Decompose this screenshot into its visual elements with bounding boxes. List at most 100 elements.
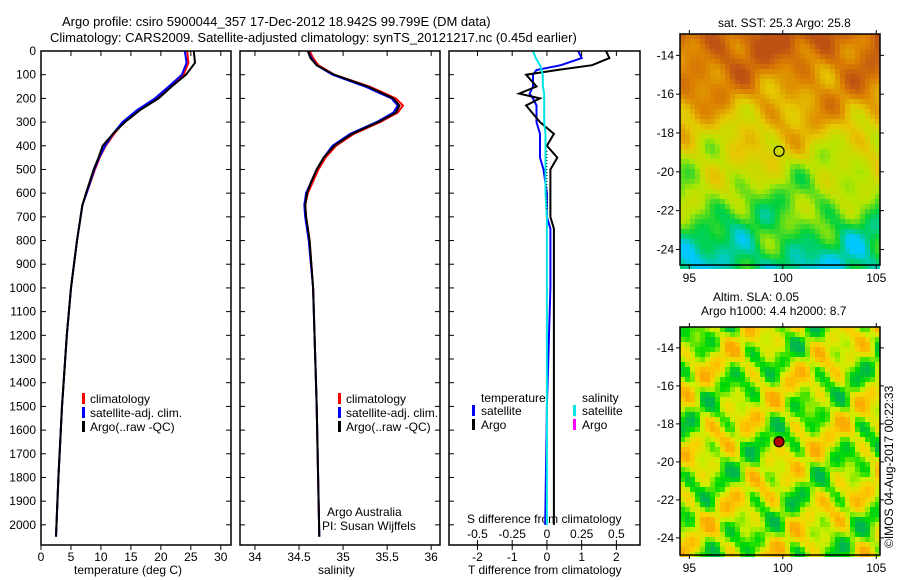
heatmap-cell — [820, 462, 825, 467]
heatmap-cell — [830, 104, 835, 109]
heatmap-cell — [765, 362, 770, 367]
heatmap-cell — [775, 209, 780, 214]
heatmap-cell — [875, 467, 880, 472]
heatmap-cell — [695, 244, 700, 249]
heatmap-cell — [760, 497, 765, 502]
heatmap-cell — [745, 342, 750, 347]
heatmap-cell — [810, 542, 815, 547]
heatmap-cell — [790, 179, 795, 184]
heatmap-cell — [815, 194, 820, 199]
heatmap-cell — [790, 542, 795, 547]
heatmap-cell — [685, 204, 690, 209]
heatmap-cell — [715, 532, 720, 537]
heatmap-cell — [735, 377, 740, 382]
heatmap-cell — [690, 342, 695, 347]
heatmap-cell — [850, 189, 855, 194]
heatmap-cell — [740, 362, 745, 367]
heatmap-cell — [680, 392, 685, 397]
heatmap-cell — [875, 517, 880, 522]
heatmap-cell — [775, 402, 780, 407]
heatmap-cell — [860, 214, 865, 219]
heatmap-cell — [830, 179, 835, 184]
heatmap-cell — [865, 482, 870, 487]
heatmap-cell — [835, 109, 840, 114]
heatmap-cell — [705, 462, 710, 467]
heatmap-cell — [715, 337, 720, 342]
heatmap-cell — [735, 164, 740, 169]
heatmap-cell — [705, 432, 710, 437]
heatmap-cell — [835, 144, 840, 149]
heatmap-cell — [860, 159, 865, 164]
heatmap-cell — [825, 164, 830, 169]
heatmap-cell — [775, 492, 780, 497]
heatmap-cell — [820, 502, 825, 507]
heatmap-cell — [855, 442, 860, 447]
heatmap-cell — [760, 234, 765, 239]
heatmap-cell — [870, 184, 875, 189]
heatmap-cell — [715, 472, 720, 477]
heatmap-cell — [740, 522, 745, 527]
heatmap-cell — [780, 79, 785, 84]
heatmap-cell — [795, 74, 800, 79]
heatmap-cell — [835, 417, 840, 422]
heatmap-cell — [770, 194, 775, 199]
heatmap-cell — [835, 64, 840, 69]
heatmap-cell — [725, 382, 730, 387]
heatmap-cell — [800, 487, 805, 492]
heatmap-cell — [715, 547, 720, 552]
heatmap-cell — [755, 224, 760, 229]
heatmap-cell — [735, 342, 740, 347]
heatmap-cell — [780, 467, 785, 472]
x-tick-label: -2 — [472, 550, 483, 564]
heatmap-cell — [775, 382, 780, 387]
heatmap-cell — [840, 44, 845, 49]
heatmap-cell — [745, 477, 750, 482]
heatmap-cell — [720, 537, 725, 542]
heatmap-cell — [805, 517, 810, 522]
heatmap-cell — [875, 542, 880, 547]
heatmap-cell — [860, 79, 865, 84]
heatmap-cell — [870, 342, 875, 347]
heatmap-cell — [710, 64, 715, 69]
heatmap-cell — [730, 342, 735, 347]
heatmap-cell — [690, 159, 695, 164]
heatmap-cell — [735, 54, 740, 59]
heatmap-cell — [845, 467, 850, 472]
heatmap-cell — [805, 194, 810, 199]
heatmap-cell — [685, 492, 690, 497]
heatmap-cell — [725, 59, 730, 64]
heatmap-cell — [755, 452, 760, 457]
heatmap-cell — [860, 74, 865, 79]
heatmap-cell — [735, 352, 740, 357]
heatmap-cell — [770, 109, 775, 114]
heatmap-cell — [735, 209, 740, 214]
heatmap-cell — [820, 124, 825, 129]
heatmap-cell — [800, 149, 805, 154]
heatmap-cell — [755, 134, 760, 139]
heatmap-cell — [765, 437, 770, 442]
heatmap-cell — [690, 264, 695, 269]
heatmap-cell — [875, 482, 880, 487]
heatmap-cell — [855, 507, 860, 512]
heatmap-cell — [850, 159, 855, 164]
heatmap-cell — [790, 54, 795, 59]
heatmap-cell — [830, 417, 835, 422]
heatmap-cell — [755, 229, 760, 234]
heatmap-cell — [680, 209, 685, 214]
heatmap-cell — [715, 392, 720, 397]
heatmap-cell — [745, 327, 750, 332]
heatmap-cell — [735, 492, 740, 497]
heatmap-cell — [770, 407, 775, 412]
heatmap-cell — [815, 74, 820, 79]
y-tick-label: -14 — [657, 341, 675, 355]
s-diff-xlabel: S difference from climatology — [467, 512, 622, 526]
heatmap-cell — [690, 49, 695, 54]
heatmap-cell — [750, 332, 755, 337]
heatmap-cell — [875, 124, 880, 129]
heatmap-cell — [815, 497, 820, 502]
heatmap-cell — [735, 412, 740, 417]
heatmap-cell — [695, 467, 700, 472]
heatmap-cell — [720, 264, 725, 269]
heatmap-cell — [685, 472, 690, 477]
heatmap-cell — [755, 149, 760, 154]
